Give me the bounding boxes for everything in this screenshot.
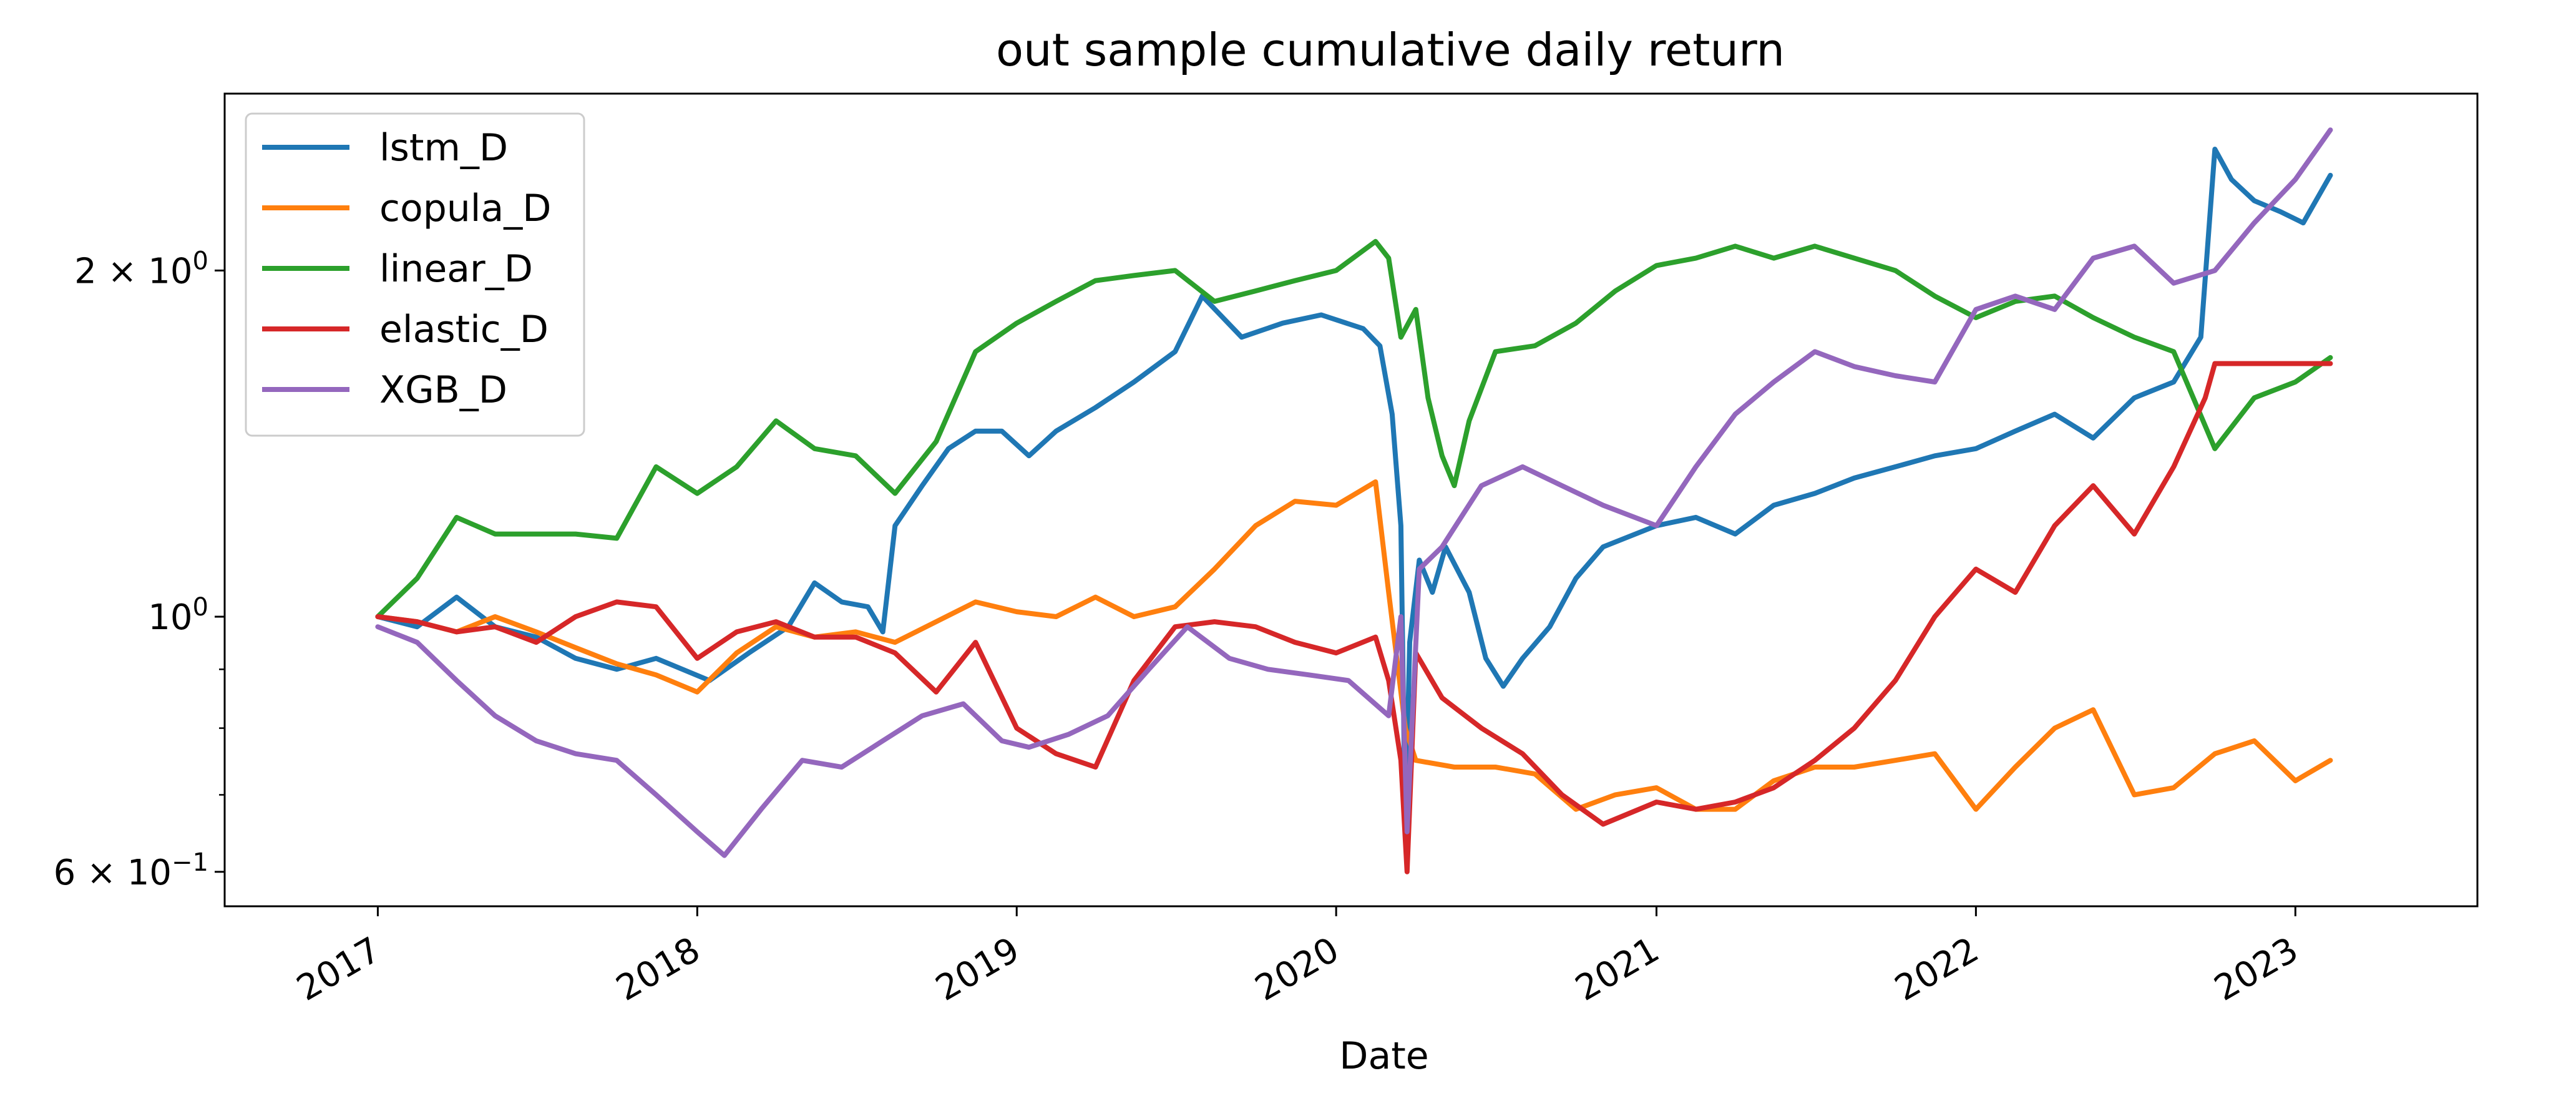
plot-frame (223, 92, 2479, 908)
chart-title: out sample cumulative daily return (996, 24, 1785, 76)
y-axis: 2 × 100 100 6 × 10−1 (54, 247, 225, 893)
legend: lstm_D copula_D linear_D elastic_D XGB_D (245, 112, 585, 437)
y-tick-label: 100 (148, 593, 208, 638)
y-tick-label: 6 × 10−1 (54, 848, 208, 893)
legend-label-linear-d: linear_D (379, 247, 533, 291)
legend-label-lstm-d: lstm_D (379, 126, 508, 170)
legend-label-elastic-d: elastic_D (379, 308, 549, 351)
x-axis-label: Date (1339, 1034, 1428, 1078)
series-line-copula-d (375, 479, 2333, 812)
y-tick-label: 2 × 100 (74, 247, 208, 291)
legend-label-copula-d: copula_D (379, 187, 551, 230)
series-line-linear-d (375, 238, 2333, 619)
series-layer (375, 127, 2333, 874)
legend-label-xgb-d: XGB_D (379, 368, 507, 412)
series-line-elastic-d (375, 361, 2333, 874)
series-line-xgb-d (375, 127, 2333, 858)
legend-box (245, 112, 585, 437)
